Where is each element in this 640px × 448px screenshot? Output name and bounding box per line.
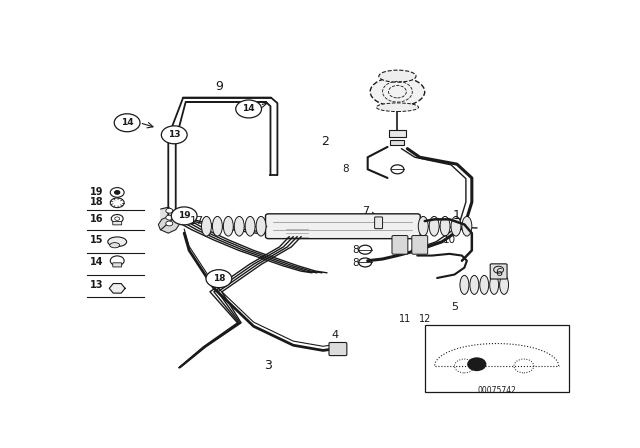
FancyBboxPatch shape (490, 264, 507, 279)
Ellipse shape (470, 276, 479, 294)
Ellipse shape (223, 216, 233, 236)
Circle shape (161, 126, 187, 144)
Text: 17: 17 (189, 216, 204, 226)
Ellipse shape (212, 216, 222, 236)
Text: 12: 12 (419, 314, 431, 324)
Text: 11: 11 (399, 314, 411, 324)
Text: 4: 4 (332, 330, 339, 340)
Ellipse shape (440, 216, 450, 236)
FancyBboxPatch shape (113, 221, 122, 225)
Circle shape (166, 208, 173, 213)
Circle shape (115, 191, 120, 194)
Ellipse shape (256, 216, 266, 236)
Circle shape (114, 114, 140, 132)
Text: 8: 8 (342, 164, 349, 174)
Ellipse shape (202, 216, 211, 236)
Text: 1: 1 (453, 209, 461, 222)
Text: 8: 8 (352, 258, 358, 268)
Ellipse shape (419, 216, 428, 236)
Text: 3: 3 (264, 359, 273, 372)
Ellipse shape (370, 77, 425, 106)
Text: 6: 6 (495, 268, 502, 278)
Text: 13: 13 (90, 280, 104, 290)
FancyBboxPatch shape (266, 214, 420, 239)
Text: 13: 13 (168, 130, 180, 139)
Circle shape (172, 207, 197, 225)
Text: 7: 7 (362, 206, 369, 216)
Polygon shape (158, 216, 179, 233)
Ellipse shape (110, 243, 120, 248)
Ellipse shape (429, 216, 439, 236)
Text: 8: 8 (352, 246, 358, 255)
Circle shape (468, 358, 486, 370)
Text: 18: 18 (212, 274, 225, 283)
Ellipse shape (490, 276, 499, 294)
Text: 19: 19 (178, 211, 191, 220)
Text: 14: 14 (243, 104, 255, 113)
Text: 18: 18 (90, 197, 104, 207)
Ellipse shape (245, 216, 255, 236)
Ellipse shape (108, 237, 127, 246)
Circle shape (166, 221, 173, 226)
Ellipse shape (234, 216, 244, 236)
Ellipse shape (460, 276, 469, 294)
Text: 2: 2 (321, 135, 330, 148)
Text: 10: 10 (443, 235, 456, 245)
FancyBboxPatch shape (329, 342, 347, 356)
Ellipse shape (376, 103, 419, 112)
FancyBboxPatch shape (388, 130, 406, 137)
FancyBboxPatch shape (412, 236, 428, 254)
Text: 16: 16 (90, 214, 104, 224)
Ellipse shape (379, 70, 416, 82)
Text: 14: 14 (90, 258, 104, 267)
Polygon shape (109, 284, 125, 293)
Ellipse shape (462, 216, 472, 236)
Text: 15: 15 (90, 235, 104, 245)
FancyBboxPatch shape (374, 217, 383, 228)
Ellipse shape (480, 276, 489, 294)
FancyBboxPatch shape (390, 140, 404, 145)
Text: 00075742: 00075742 (477, 386, 516, 395)
Text: 19: 19 (90, 187, 104, 198)
Ellipse shape (500, 276, 509, 294)
Text: 9: 9 (215, 80, 223, 93)
Circle shape (236, 100, 262, 118)
Ellipse shape (451, 216, 461, 236)
FancyBboxPatch shape (425, 324, 568, 392)
Circle shape (206, 270, 232, 288)
Circle shape (166, 215, 173, 220)
Polygon shape (161, 207, 176, 230)
Text: 5: 5 (451, 302, 458, 312)
Text: 14: 14 (121, 118, 133, 127)
FancyBboxPatch shape (113, 263, 122, 267)
FancyBboxPatch shape (392, 236, 408, 254)
